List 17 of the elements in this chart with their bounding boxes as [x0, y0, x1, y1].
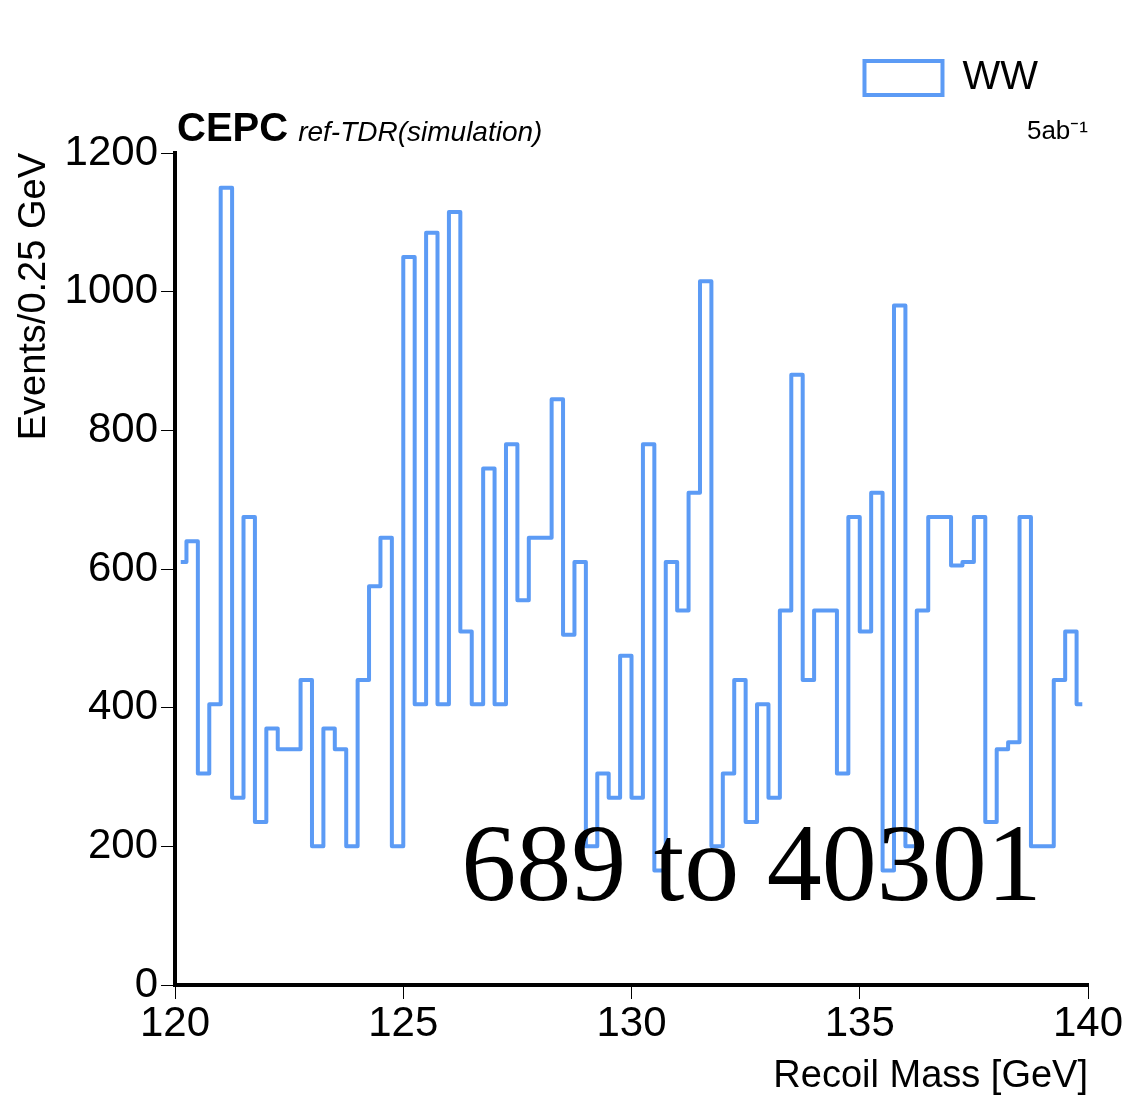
text: 5ab⁻¹ — [1026, 115, 1089, 145]
y-tick-label: 400 — [87, 681, 159, 729]
x-tick-label: 140 — [1052, 997, 1124, 1045]
chart-subtitle: ref-TDR(simulation) — [298, 116, 543, 147]
x-tick-label: 130 — [596, 997, 667, 1045]
y-tick-label: 1000 — [64, 265, 159, 313]
y-tick-label: 600 — [87, 542, 159, 590]
y-axis-title: Events/0.25 GeV — [11, 152, 54, 441]
chart-title: CEPC — [177, 105, 289, 149]
y-tick-label: 200 — [87, 819, 159, 867]
x-axis-title: Recoil Mass [GeV] — [773, 1052, 1088, 1095]
y-tick-label: 800 — [87, 403, 159, 451]
y-tick-label: 1200 — [64, 126, 159, 174]
x-tick-label: 125 — [368, 997, 439, 1045]
legend-label: WW — [962, 53, 1039, 98]
annotation: 689 to 40301 — [461, 802, 1042, 924]
x-tick-label: 135 — [824, 997, 895, 1045]
